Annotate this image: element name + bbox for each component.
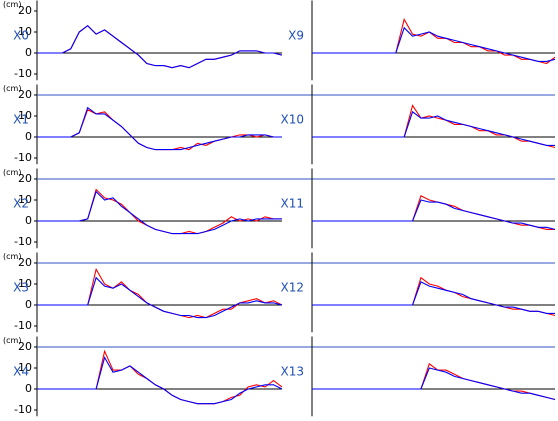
y-tick-label: 10 — [18, 109, 32, 122]
panel-label: X13 — [281, 365, 305, 379]
y-tick-label: 10 — [18, 361, 32, 374]
series-line — [37, 24, 283, 69]
y-tick-label: 0 — [25, 382, 32, 395]
series-line — [312, 367, 556, 401]
series-line — [37, 24, 283, 69]
y-tick-label: 0 — [25, 214, 32, 227]
y-tick-label: -10 — [14, 403, 32, 416]
panel-label: X11 — [281, 197, 305, 211]
series-line — [37, 106, 282, 151]
panel-label: X2 — [13, 197, 29, 211]
series-line — [312, 195, 555, 230]
y-tick-label: -10 — [14, 151, 32, 164]
panel-label: X9 — [288, 29, 304, 43]
y-tick-label: 0 — [25, 46, 32, 59]
y-unit: (cm) — [3, 336, 21, 345]
y-tick-label: 10 — [18, 25, 32, 38]
y-tick-label: -10 — [14, 235, 32, 248]
y-tick-label: 20 — [18, 340, 32, 353]
y-unit: (cm) — [3, 168, 21, 177]
panel-label: X0 — [13, 29, 29, 43]
series-line — [312, 110, 555, 146]
panel-label: X3 — [13, 281, 29, 295]
y-tick-label: -10 — [14, 67, 32, 80]
y-tick-label: 20 — [18, 256, 32, 269]
series-line — [312, 199, 556, 230]
panel-label: X1 — [13, 113, 29, 127]
series-line — [312, 26, 556, 62]
series-line — [37, 267, 283, 319]
y-tick-label: 0 — [25, 298, 32, 311]
series-line — [37, 276, 283, 319]
series-line — [37, 349, 283, 405]
y-tick-label: 20 — [18, 4, 32, 17]
panel-label: X10 — [281, 113, 305, 127]
series-line — [37, 188, 282, 235]
y-tick-label: 10 — [18, 277, 32, 290]
series-line — [37, 190, 282, 235]
panel-label: X4 — [13, 365, 29, 379]
series-line — [312, 104, 556, 149]
y-tick-label: -10 — [14, 319, 32, 332]
panel-label: X12 — [281, 281, 305, 295]
series-line — [312, 281, 555, 314]
y-tick-label: 20 — [18, 88, 32, 101]
y-unit: (cm) — [3, 0, 21, 9]
y-tick-label: 10 — [18, 193, 32, 206]
y-unit: (cm) — [3, 252, 21, 261]
series-line — [37, 356, 283, 405]
y-unit: (cm) — [3, 84, 21, 93]
series-line — [37, 108, 282, 151]
y-tick-label: 20 — [18, 172, 32, 185]
series-line — [312, 276, 556, 317]
y-tick-label: 0 — [25, 130, 32, 143]
